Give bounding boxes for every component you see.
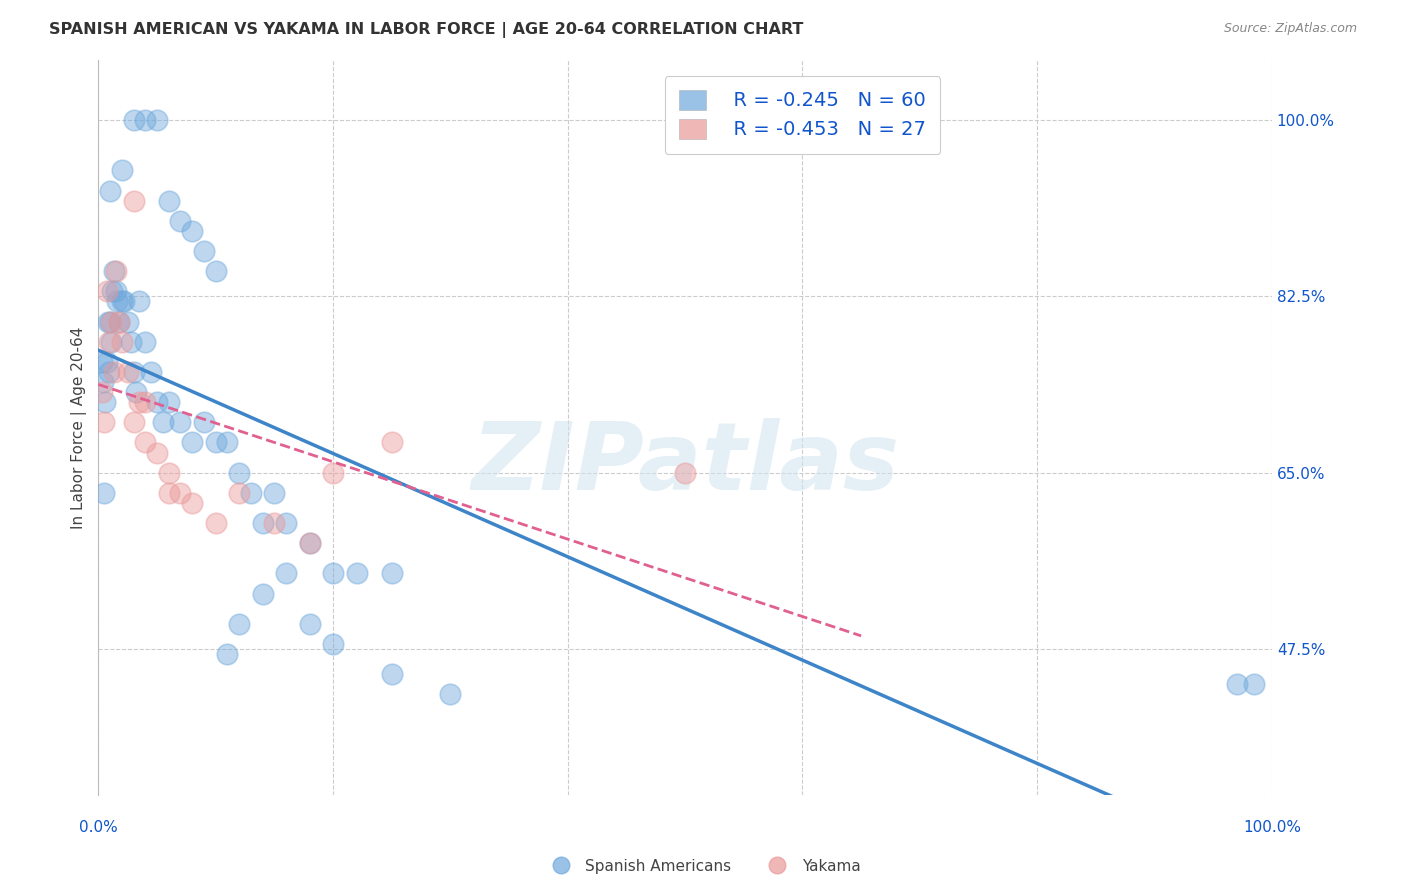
Point: [146, 113, 169, 128]
Legend:   R = -0.245   N = 60,   R = -0.453   N = 27: R = -0.245 N = 60, R = -0.453 N = 27: [665, 76, 941, 153]
Point: [181, 224, 204, 238]
Text: Source: ZipAtlas.com: Source: ZipAtlas.com: [1223, 22, 1357, 36]
Point: [322, 637, 344, 651]
Point: [381, 566, 404, 581]
Point: [204, 264, 226, 278]
Point: [263, 485, 285, 500]
Point: [128, 294, 150, 309]
Point: [157, 466, 180, 480]
Point: [346, 566, 368, 581]
Legend: Spanish Americans, Yakama: Spanish Americans, Yakama: [540, 853, 866, 880]
Point: [204, 516, 226, 530]
Text: ZIPatlas: ZIPatlas: [471, 418, 900, 510]
Point: [105, 294, 128, 309]
Point: [381, 435, 404, 450]
Point: [111, 163, 134, 178]
Text: 100.0%: 100.0%: [1243, 820, 1301, 835]
Point: [122, 365, 145, 379]
Point: [134, 395, 156, 409]
Point: [439, 687, 461, 701]
Point: [134, 334, 156, 349]
Point: [298, 536, 321, 550]
Text: 0.0%: 0.0%: [79, 820, 118, 835]
Point: [93, 485, 115, 500]
Point: [152, 415, 174, 429]
Point: [128, 395, 150, 409]
Point: [146, 445, 169, 459]
Point: [181, 496, 204, 510]
Point: [381, 667, 404, 681]
Point: [263, 516, 285, 530]
Point: [108, 314, 131, 328]
Point: [322, 466, 344, 480]
Point: [298, 536, 321, 550]
Point: [111, 334, 134, 349]
Point: [117, 365, 139, 379]
Point: [104, 264, 127, 278]
Point: [96, 285, 118, 299]
Point: [93, 415, 115, 429]
Point: [157, 395, 180, 409]
Point: [91, 375, 114, 389]
Point: [673, 466, 696, 480]
Point: [169, 415, 191, 429]
Point: [112, 294, 135, 309]
Point: [122, 194, 145, 208]
Point: [117, 314, 139, 328]
Point: [122, 113, 145, 128]
Point: [157, 485, 180, 500]
Point: [97, 365, 120, 379]
Point: [120, 334, 142, 349]
Point: [181, 435, 204, 450]
Point: [125, 385, 148, 400]
Point: [274, 516, 297, 530]
Text: SPANISH AMERICAN VS YAKAMA IN LABOR FORCE | AGE 20-64 CORRELATION CHART: SPANISH AMERICAN VS YAKAMA IN LABOR FORC…: [49, 22, 804, 38]
Point: [97, 314, 120, 328]
Point: [103, 264, 125, 278]
Point: [104, 285, 127, 299]
Point: [239, 485, 262, 500]
Point: [90, 355, 112, 369]
Point: [141, 365, 163, 379]
Point: [228, 616, 250, 631]
Point: [98, 314, 121, 328]
Point: [217, 435, 239, 450]
Point: [228, 485, 250, 500]
Point: [228, 466, 250, 480]
Point: [252, 586, 274, 600]
Point: [122, 415, 145, 429]
Point: [169, 214, 191, 228]
Point: [108, 314, 131, 328]
Point: [1226, 677, 1249, 691]
Point: [146, 395, 169, 409]
Point: [98, 184, 121, 198]
Point: [274, 566, 297, 581]
Point: [1243, 677, 1265, 691]
Point: [100, 334, 122, 349]
Point: [103, 365, 125, 379]
Point: [193, 244, 215, 258]
Point: [169, 485, 191, 500]
Point: [204, 435, 226, 450]
Point: [97, 334, 120, 349]
Point: [193, 415, 215, 429]
Point: [111, 294, 134, 309]
Point: [217, 647, 239, 661]
Point: [134, 435, 156, 450]
Point: [100, 314, 122, 328]
Point: [322, 566, 344, 581]
Point: [157, 194, 180, 208]
Point: [96, 355, 118, 369]
Y-axis label: In Labor Force | Age 20-64: In Labor Force | Age 20-64: [72, 326, 87, 529]
Point: [101, 285, 124, 299]
Point: [252, 516, 274, 530]
Point: [90, 385, 112, 400]
Point: [134, 113, 156, 128]
Point: [298, 616, 321, 631]
Point: [94, 395, 117, 409]
